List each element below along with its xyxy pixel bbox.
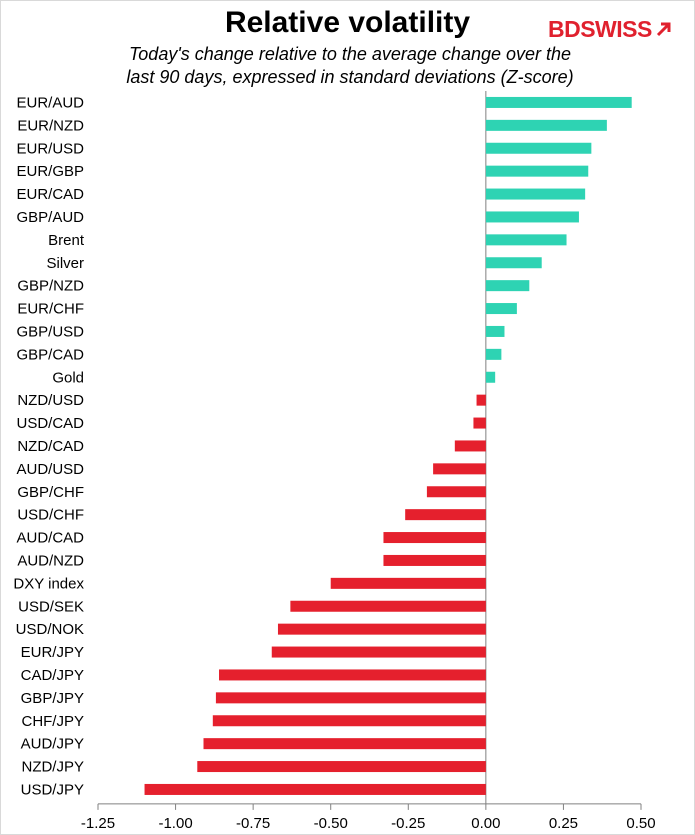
category-label: CHF/JPY bbox=[21, 713, 84, 730]
category-label: GBP/NZD bbox=[17, 278, 84, 295]
bar bbox=[330, 577, 486, 589]
category-label: Gold bbox=[52, 369, 84, 386]
category-label: EUR/CHF bbox=[17, 301, 84, 318]
category-label: EUR/JPY bbox=[21, 644, 84, 661]
x-tick-label: -1.25 bbox=[81, 815, 115, 832]
x-tick-label: 0.50 bbox=[626, 815, 655, 832]
category-label: EUR/USD bbox=[16, 140, 84, 157]
bar bbox=[454, 440, 486, 452]
x-tick-label: 0.25 bbox=[549, 815, 578, 832]
category-label: NZD/USD bbox=[17, 392, 84, 409]
category-label: Silver bbox=[46, 255, 84, 272]
category-label: AUD/NZD bbox=[17, 552, 84, 569]
category-label: USD/CHF bbox=[17, 507, 84, 524]
category-label: GBP/CHF bbox=[17, 484, 84, 501]
category-label: EUR/NZD bbox=[17, 117, 84, 134]
bar bbox=[426, 486, 486, 498]
category-label: DXY index bbox=[13, 575, 84, 592]
chart-subtitle: Today's change relative to the average c… bbox=[40, 43, 660, 89]
bar bbox=[476, 394, 486, 406]
bar bbox=[485, 142, 592, 154]
category-label: EUR/CAD bbox=[16, 186, 84, 203]
bar bbox=[212, 715, 486, 727]
bar bbox=[144, 783, 486, 795]
category-label: NZD/JPY bbox=[21, 759, 84, 776]
x-tick-label: 0.00 bbox=[471, 815, 500, 832]
x-tick-label: -1.00 bbox=[158, 815, 192, 832]
bar bbox=[203, 738, 486, 750]
bar bbox=[433, 463, 486, 475]
category-label: GBP/USD bbox=[16, 323, 84, 340]
category-label: AUD/JPY bbox=[21, 736, 84, 753]
bar bbox=[277, 623, 486, 635]
logo-text: BDSWISS bbox=[548, 15, 652, 42]
bar bbox=[485, 280, 530, 292]
bar bbox=[215, 692, 486, 704]
bar bbox=[485, 325, 505, 337]
bar bbox=[383, 532, 486, 544]
bar bbox=[271, 646, 486, 658]
category-label: CAD/JPY bbox=[21, 667, 84, 684]
category-label: USD/JPY bbox=[21, 781, 84, 798]
subtitle-line-1: Today's change relative to the average c… bbox=[128, 44, 572, 64]
bdswiss-logo: BDSWISS bbox=[548, 14, 673, 44]
bar bbox=[485, 371, 496, 383]
category-label: USD/CAD bbox=[16, 415, 84, 432]
category-label: NZD/CAD bbox=[17, 438, 84, 455]
arrow-up-right-icon bbox=[655, 20, 673, 38]
bar bbox=[485, 348, 502, 360]
category-label: Brent bbox=[48, 232, 85, 249]
category-label: AUD/USD bbox=[16, 461, 84, 478]
category-label: USD/NOK bbox=[16, 621, 84, 638]
bar bbox=[485, 257, 542, 269]
category-label: USD/SEK bbox=[18, 598, 84, 615]
bar bbox=[473, 417, 486, 429]
x-tick-label: -0.50 bbox=[314, 815, 348, 832]
bar bbox=[197, 761, 486, 773]
chart-title: Relative volatility bbox=[224, 6, 471, 39]
bar bbox=[383, 554, 486, 566]
bar bbox=[290, 600, 486, 612]
bar bbox=[485, 211, 579, 223]
bar bbox=[485, 96, 632, 108]
bar bbox=[405, 509, 486, 521]
category-label: GBP/CAD bbox=[16, 346, 84, 363]
bar bbox=[485, 188, 586, 200]
category-label: AUD/CAD bbox=[16, 530, 84, 547]
category-label: EUR/AUD bbox=[16, 94, 84, 111]
bar bbox=[485, 234, 567, 246]
category-label: GBP/AUD bbox=[16, 209, 84, 226]
subtitle-line-2: last 90 days, expressed in standard devi… bbox=[126, 67, 574, 87]
bar bbox=[219, 669, 486, 681]
bar bbox=[485, 119, 607, 131]
x-tick-label: -0.75 bbox=[236, 815, 270, 832]
bar bbox=[485, 165, 589, 177]
bar bbox=[485, 303, 517, 315]
category-label: GBP/JPY bbox=[21, 690, 84, 707]
x-tick-label: -0.25 bbox=[391, 815, 425, 832]
category-label: EUR/GBP bbox=[16, 163, 84, 180]
